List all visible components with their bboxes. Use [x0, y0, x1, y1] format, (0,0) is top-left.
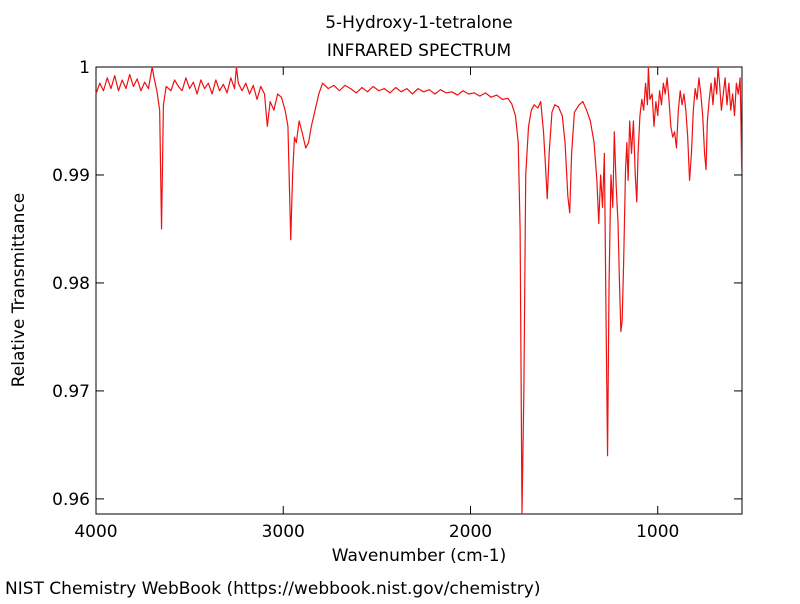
x-tick-label: 2000 [449, 522, 492, 542]
y-tick-label: 0.98 [52, 274, 90, 294]
spectrum-line [95, 66, 743, 515]
x-tick-label: 4000 [74, 522, 117, 542]
y-tick-label: 1 [79, 58, 90, 78]
chart-subtitle: INFRARED SPECTRUM [327, 41, 511, 61]
y-tick-label: 0.99 [52, 166, 90, 186]
x-tick-label: 1000 [636, 522, 679, 542]
y-tick-label: 0.97 [52, 382, 90, 402]
y-axis-label: Relative Transmittance [9, 193, 29, 388]
y-tick-label: 0.96 [52, 490, 90, 510]
x-tick-label: 3000 [262, 522, 305, 542]
source-note: NIST Chemistry WebBook (https://webbook.… [5, 579, 540, 599]
x-axis-label: Wavenumber (cm-1) [332, 546, 507, 566]
plot-frame [95, 66, 743, 515]
chart-title: 5-Hydroxy-1-tetralone [325, 13, 513, 33]
